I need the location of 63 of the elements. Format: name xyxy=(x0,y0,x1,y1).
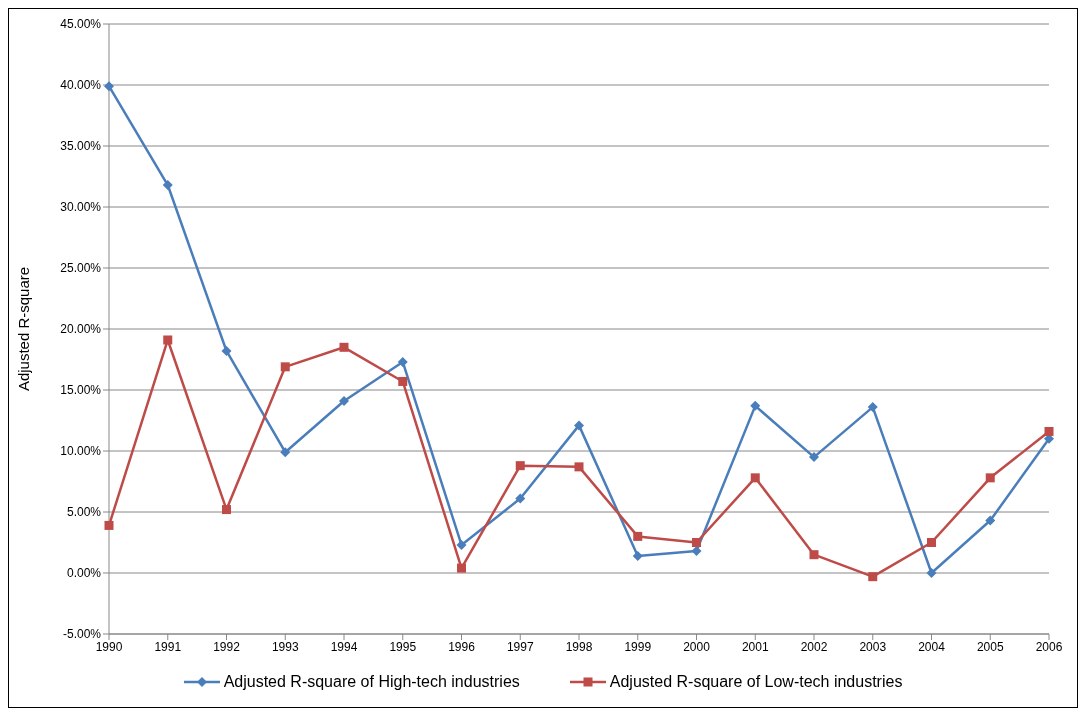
point xyxy=(574,462,584,472)
point xyxy=(1044,426,1054,436)
x-tick-label: 1990 xyxy=(95,639,123,654)
y-tick-label: 10.00% xyxy=(60,444,102,459)
point xyxy=(397,356,408,367)
point xyxy=(867,402,878,413)
x-tick-label: 2002 xyxy=(800,639,828,654)
x-tick-label: 1993 xyxy=(271,639,299,654)
point xyxy=(691,546,702,557)
point xyxy=(633,531,643,541)
point xyxy=(985,473,995,483)
point xyxy=(339,342,349,352)
point xyxy=(163,335,173,345)
x-tick-label: 1999 xyxy=(624,639,652,654)
point xyxy=(632,550,643,561)
legend-label: Adjusted R-square of Low-tech industries xyxy=(609,673,903,691)
y-tick-label: 45.00% xyxy=(60,17,102,32)
x-tick-label: 2004 xyxy=(918,639,946,654)
x-tick-label: 1994 xyxy=(330,639,358,654)
x-tick-label: 2000 xyxy=(683,639,711,654)
point xyxy=(280,447,291,458)
point xyxy=(104,520,114,530)
x-tick-label: 1992 xyxy=(213,639,241,654)
point xyxy=(280,362,290,372)
x-tick-label: 2006 xyxy=(1035,639,1063,654)
y-tick-label: 15.00% xyxy=(60,383,102,398)
point xyxy=(692,538,701,547)
point xyxy=(809,452,819,463)
y-tick-label: -5.00% xyxy=(62,627,102,642)
x-tick-label: 1996 xyxy=(448,639,476,654)
y-tick-label: 25.00% xyxy=(60,261,102,276)
point xyxy=(339,395,349,406)
point xyxy=(456,539,467,550)
x-tick-label: 2005 xyxy=(976,639,1004,654)
x-tick-label: 1995 xyxy=(389,639,417,654)
y-tick-label: 40.00% xyxy=(60,78,102,93)
point xyxy=(574,420,584,431)
point xyxy=(926,568,937,578)
y-tick-label: 35.00% xyxy=(60,139,102,154)
point xyxy=(162,180,173,191)
x-tick-label: 1991 xyxy=(154,639,182,654)
legend-label: Adjusted R-square of High-tech industries xyxy=(223,673,520,691)
point xyxy=(750,473,760,483)
y-tick-label: 0.00% xyxy=(66,566,102,581)
point xyxy=(515,461,525,471)
x-tick-label: 2001 xyxy=(741,639,769,654)
point xyxy=(221,345,232,356)
y-tick-label: 20.00% xyxy=(60,322,102,337)
point xyxy=(398,376,408,386)
y-axis-title: Adjusted R-square xyxy=(15,266,33,392)
point xyxy=(927,538,936,547)
point xyxy=(809,550,819,560)
point xyxy=(868,572,878,582)
point xyxy=(985,515,996,526)
x-tick-label: 1997 xyxy=(506,639,534,654)
y-tick-label: 5.00% xyxy=(66,505,102,520)
y-tick-label: 30.00% xyxy=(60,200,102,215)
point xyxy=(750,400,761,411)
point xyxy=(222,505,231,515)
point xyxy=(457,563,466,573)
x-tick-label: 1998 xyxy=(565,639,593,654)
point xyxy=(515,493,526,504)
x-tick-label: 2003 xyxy=(859,639,887,654)
